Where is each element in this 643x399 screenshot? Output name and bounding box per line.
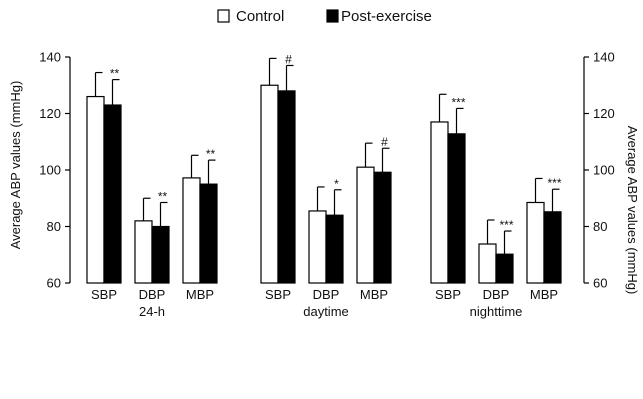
bar-control	[526, 201, 545, 284]
y-tick-label-right: 100	[593, 163, 615, 178]
plot-area: 60 60 80 80 100 100 120 120 140 140 ** SBP ** DBP ** MB…	[39, 50, 614, 320]
x-group-label: daytime	[303, 304, 349, 319]
x-category-label: DBP	[483, 287, 510, 302]
bar-post-exercise	[199, 183, 218, 284]
x-group-label: nighttime	[470, 304, 523, 319]
bar-control	[356, 166, 375, 284]
legend-label-control: Control	[236, 8, 284, 25]
x-category-label: DBP	[139, 287, 166, 302]
y-tick-label-right: 60	[593, 276, 607, 291]
x-category-label: SBP	[91, 287, 117, 302]
x-category-label: MBP	[530, 287, 558, 302]
legend-swatch-post-exercise	[326, 9, 339, 23]
y-tick-label-right: 120	[593, 106, 615, 121]
significance-marker: ***	[451, 95, 465, 109]
legend-swatch-control	[217, 9, 230, 23]
y-tick-label-right: 140	[593, 50, 615, 65]
x-category-label: SBP	[265, 287, 291, 302]
bar-control	[478, 243, 497, 284]
significance-marker: #	[381, 135, 388, 149]
bar-post-exercise	[447, 133, 466, 284]
significance-marker: ***	[547, 176, 561, 190]
bar-post-exercise	[151, 225, 170, 284]
y-tick-label-left: 120	[39, 106, 61, 121]
bar-post-exercise	[373, 171, 392, 284]
y-tick-label-left: 80	[47, 219, 61, 234]
y-tick-label-left: 100	[39, 163, 61, 178]
bar-control	[86, 95, 105, 284]
x-category-label: MBP	[186, 287, 214, 302]
x-category-label: MBP	[360, 287, 388, 302]
bar-control	[134, 220, 153, 284]
bar-control	[430, 121, 449, 284]
legend: Control Post-exercise	[217, 8, 432, 25]
significance-marker: *	[334, 177, 339, 191]
y-axis-title-right: Average ABP values (mmHg)	[625, 126, 640, 295]
significance-marker: **	[158, 189, 168, 203]
bar-post-exercise	[495, 253, 514, 284]
y-axis-title-left: Average ABP values (mmHg)	[8, 81, 23, 250]
bar-post-exercise	[325, 214, 344, 284]
bar-control	[260, 84, 279, 284]
x-category-label: DBP	[313, 287, 340, 302]
significance-marker: ***	[499, 218, 513, 232]
bar-post-exercise	[103, 104, 122, 284]
y-tick-label-left: 60	[47, 276, 61, 291]
x-category-label: SBP	[435, 287, 461, 302]
significance-marker: #	[285, 52, 292, 66]
bar-control	[308, 210, 327, 284]
bar-post-exercise	[543, 211, 562, 284]
y-tick-label-right: 80	[593, 219, 607, 234]
x-group-label: 24-h	[139, 304, 165, 319]
bar-post-exercise	[277, 90, 296, 284]
significance-marker: **	[206, 147, 216, 161]
bar-control	[182, 177, 201, 284]
significance-marker: **	[110, 67, 120, 81]
legend-label-post-exercise: Post-exercise	[341, 8, 432, 25]
y-tick-label-left: 140	[39, 50, 61, 65]
